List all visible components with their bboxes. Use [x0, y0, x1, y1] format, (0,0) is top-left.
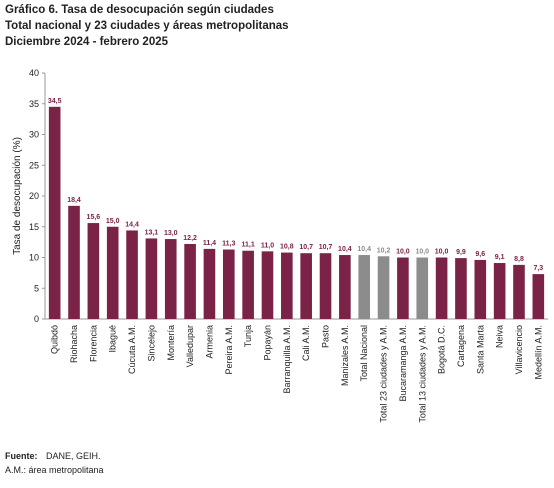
y-tick-label: 40: [29, 68, 39, 78]
value-label: 18,4: [67, 197, 81, 204]
x-tick-label: Villavicencio: [514, 325, 524, 374]
y-tick-label: 5: [34, 283, 39, 293]
x-tick-label: Popayán: [262, 325, 272, 361]
y-tick-label: 35: [29, 99, 39, 109]
bar: [203, 248, 216, 319]
bar: [513, 264, 525, 319]
x-tick-label: Pereira A.M.: [224, 325, 234, 375]
value-label: 10,4: [357, 246, 371, 253]
bar: [493, 263, 506, 319]
y-tick-label: 30: [29, 130, 39, 140]
source: DANE, GEIH.: [46, 451, 101, 461]
value-label: 11,1: [242, 242, 255, 249]
x-tick-label: Sincelejo: [146, 325, 156, 362]
y-tick-label: 0: [34, 314, 39, 324]
x-tick-label: Valledupar: [185, 325, 195, 367]
x-tick-label: Total 13 ciudades y A.M.: [417, 325, 427, 423]
value-label: 10,0: [396, 249, 410, 256]
value-label: 13,0: [164, 230, 178, 237]
bar: [184, 243, 196, 319]
x-tick-label: Quibdó: [50, 325, 60, 354]
x-tick-label: Cartagena: [456, 325, 466, 367]
x-tick-label: Neiva: [495, 325, 505, 348]
value-label: 9,6: [475, 251, 485, 258]
bar: [532, 274, 545, 319]
x-tick-label: Bucaramanga A.M.: [398, 325, 408, 402]
value-label: 15,0: [106, 218, 120, 225]
bar: [339, 255, 351, 319]
x-tick-label: Manizales A.M.: [340, 325, 350, 386]
x-tick-label: Tunja: [243, 325, 253, 347]
bar: [126, 230, 138, 319]
value-label: 10,0: [415, 249, 429, 256]
x-tick-label: Total 23 ciudades y A.M.: [379, 325, 389, 423]
value-label: 11,3: [222, 241, 235, 248]
x-tick-label: Medellín A.M.: [533, 325, 543, 380]
y-axis-label: Tasa de desocupación (%): [12, 137, 23, 255]
bar: [435, 257, 448, 319]
bar: [145, 238, 158, 319]
value-label: 10,7: [319, 244, 333, 251]
bar: [164, 239, 177, 319]
x-tick-label: Barranquilla A.M.: [282, 325, 292, 394]
bar: [377, 256, 390, 319]
bar: [358, 255, 371, 319]
x-tick-label: Ibagué: [108, 325, 118, 353]
value-label: 13,1: [145, 229, 159, 236]
bar: [281, 252, 293, 319]
value-label: 10,8: [280, 244, 294, 251]
value-label: 12,2: [183, 235, 197, 242]
y-tick-label: 20: [29, 191, 39, 201]
y-tick-label: 15: [29, 222, 39, 232]
x-tick-label: Bogotá D.C.: [437, 325, 447, 374]
value-label: 7,3: [533, 265, 543, 272]
bar: [474, 259, 487, 319]
value-label: 8,8: [514, 256, 524, 263]
value-label: 14,4: [125, 221, 139, 228]
value-label: 11,0: [261, 242, 274, 249]
bar: [106, 226, 119, 319]
bar: [416, 257, 429, 319]
chart-title: Gráfico 6. Tasa de desocupación según ci…: [5, 4, 274, 16]
y-tick-label: 25: [29, 160, 39, 170]
chart-subtitle: Diciembre 2024 - febrero 2025: [5, 36, 169, 48]
value-label: 9,9: [456, 249, 466, 256]
source-label: Fuente:: [5, 451, 38, 461]
bar: [397, 257, 409, 319]
value-label: 15,6: [87, 214, 101, 221]
value-label: 10,2: [377, 247, 391, 254]
x-tick-label: Pasto: [321, 325, 331, 348]
value-label: 10,4: [338, 246, 352, 253]
note: A.M.: área metropolitana: [5, 465, 104, 475]
bar: [455, 258, 467, 319]
bar: [261, 251, 274, 319]
x-tick-label: Riohacha: [69, 325, 79, 363]
bar: [300, 253, 312, 319]
x-tick-label: Armenia: [204, 325, 214, 359]
x-tick-label: Montería: [166, 325, 176, 361]
chart-subtitle: Total nacional y 23 ciudades y áreas met…: [5, 20, 289, 32]
y-tick-label: 10: [29, 253, 39, 263]
x-tick-label: Cali A.M.: [301, 325, 311, 361]
value-label: 9,1: [495, 254, 505, 261]
bar: [68, 205, 80, 319]
bar: [222, 249, 235, 319]
x-tick-label: Florencia: [88, 325, 98, 362]
value-label: 11,4: [203, 240, 216, 247]
value-label: 34,5: [48, 98, 62, 105]
bar: [87, 223, 100, 319]
bar: [242, 250, 254, 319]
bar: [319, 253, 332, 319]
bar: [48, 106, 61, 319]
x-tick-label: Santa Marta: [475, 325, 485, 374]
x-tick-label: Total Nacional: [359, 325, 369, 382]
x-tick-label: Cúcuta A.M.: [127, 325, 137, 374]
value-label: 10,0: [435, 249, 449, 256]
value-label: 10,7: [299, 244, 313, 251]
